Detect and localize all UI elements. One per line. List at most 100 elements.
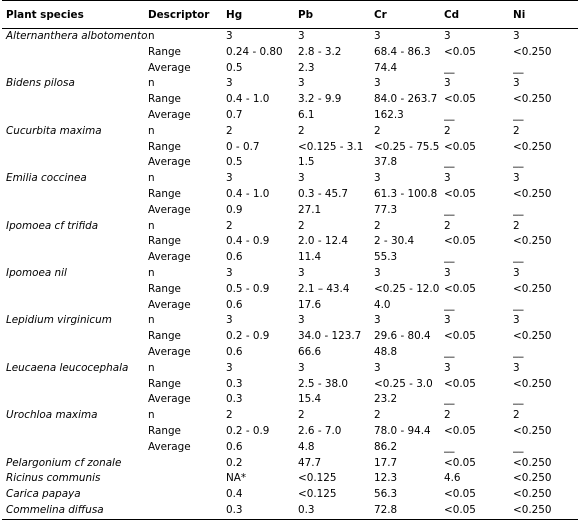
pb-cell: 1.5 — [298, 156, 315, 169]
descriptor-cell: Range — [148, 45, 181, 58]
table-row: Emilia coccinea n 3 3 3 3 3 — [2, 171, 578, 187]
cd-cell: 2 — [444, 124, 451, 137]
descriptor-cell: Range — [148, 330, 181, 343]
pb-cell: 2 — [298, 124, 305, 137]
cd-cell: <0.05 — [444, 140, 476, 153]
hg-cell: 0 - 0.7 — [226, 140, 260, 153]
cr-cell: 3 — [374, 314, 381, 327]
table-row: Alternanthera albotomentosa n 3 3 3 3 3 — [2, 29, 578, 45]
species-cell — [2, 187, 148, 203]
hg-cell: 0.24 - 0.80 — [226, 45, 283, 58]
table-row: Cucurbita maxima n 2 2 2 2 2 — [2, 124, 578, 140]
header-descriptor: Descriptor — [148, 0, 226, 29]
descriptor-cell: Range — [148, 377, 181, 390]
species-cell — [2, 234, 148, 250]
cr-cell: 4.0 — [374, 298, 391, 311]
hg-cell: 0.3 — [226, 503, 243, 516]
hg-cell: 3 — [226, 77, 233, 90]
species-cell: Lepidium virginicum — [6, 314, 112, 327]
ni-cell: <0.250 — [513, 187, 552, 200]
ni-cell: <0.250 — [513, 140, 552, 153]
hg-cell: 3 — [226, 314, 233, 327]
table-row: Average 0.7 6.1 162.3 __ __ — [2, 108, 578, 124]
table-row: Average 0.6 17.6 4.0 __ __ — [2, 298, 578, 314]
cd-cell: __ — [444, 61, 455, 74]
cr-cell: 3 — [374, 172, 381, 185]
hg-cell: 0.6 — [226, 251, 243, 264]
cr-cell: <0.25 - 3.0 — [374, 377, 433, 390]
header-cd: Cd — [444, 0, 513, 29]
cr-cell: 74.4 — [374, 61, 398, 74]
species-cell — [2, 140, 148, 156]
ni-cell: <0.250 — [513, 377, 552, 390]
descriptor-cell — [148, 471, 226, 487]
pb-cell: 11.4 — [298, 251, 322, 264]
species-cell — [2, 61, 148, 77]
descriptor-cell: Range — [148, 424, 181, 437]
pb-cell: 3 — [298, 77, 305, 90]
hg-cell: 0.3 — [226, 393, 243, 406]
pb-cell: 2.1 – 43.4 — [298, 282, 350, 295]
header-plant-species: Plant species — [2, 0, 148, 29]
cd-cell: __ — [444, 440, 455, 453]
header-cr: Cr — [374, 0, 444, 29]
cr-cell: 3 — [374, 30, 381, 42]
cr-cell: 3 — [374, 77, 381, 90]
species-cell — [2, 392, 148, 408]
cd-cell: <0.05 — [444, 503, 476, 516]
ni-cell: __ — [513, 203, 524, 216]
cd-cell: 2 — [444, 409, 451, 422]
species-cell: Alternanthera albotomentosa — [6, 30, 148, 42]
cd-cell: 2 — [444, 219, 451, 232]
hg-cell: 2 — [226, 124, 233, 137]
species-cell — [2, 108, 148, 124]
cd-cell: <0.05 — [444, 93, 476, 106]
pb-cell: 2.0 - 12.4 — [298, 235, 349, 248]
ni-cell: 2 — [513, 219, 520, 232]
table-row: Leucaena leucocephala n 3 3 3 3 3 — [2, 361, 578, 377]
hg-cell: 0.4 - 1.0 — [226, 187, 270, 200]
species-cell — [2, 282, 148, 298]
descriptor-cell: Average — [148, 251, 191, 264]
cd-cell: <0.05 — [444, 330, 476, 343]
table-body: Alternanthera albotomentosa n 3 3 3 3 3 Range 0.… — [2, 29, 578, 520]
cd-cell: __ — [444, 251, 455, 264]
ni-cell: <0.250 — [513, 488, 552, 501]
table-row: Commelina diffusa 0.3 0.3 72.8 <0.05 <0.250 — [2, 503, 578, 519]
descriptor-cell: n — [148, 219, 155, 232]
cd-cell: __ — [444, 345, 455, 358]
ni-cell: <0.250 — [513, 282, 552, 295]
ni-cell: __ — [513, 108, 524, 121]
cr-cell: 2 — [374, 219, 381, 232]
hg-cell: 0.2 - 0.9 — [226, 424, 270, 437]
cr-cell: 61.3 - 100.8 — [374, 187, 438, 200]
species-cell — [2, 92, 148, 108]
hg-cell: 2 — [226, 409, 233, 422]
descriptor-cell: Range — [148, 140, 181, 153]
cr-cell: 72.8 — [374, 503, 398, 516]
header-ni: Ni — [513, 0, 578, 29]
pb-cell: <0.125 — [298, 488, 337, 501]
pb-cell: 27.1 — [298, 203, 322, 216]
hg-cell: 0.4 — [226, 488, 243, 501]
ni-cell: <0.250 — [513, 472, 552, 485]
ni-cell: <0.250 — [513, 503, 552, 516]
table-row: Average 0.9 27.1 77.3 __ __ — [2, 203, 578, 219]
cd-cell: __ — [444, 393, 455, 406]
pb-cell: 2.3 — [298, 61, 315, 74]
ni-cell: <0.250 — [513, 330, 552, 343]
table-row: Range 0.2 - 0.9 2.6 - 7.0 78.0 - 94.4 <0.05 <… — [2, 424, 578, 440]
cd-cell: __ — [444, 298, 455, 311]
cr-cell: 162.3 — [374, 108, 404, 121]
descriptor-cell: Average — [148, 203, 191, 216]
hg-cell: 0.4 - 1.0 — [226, 93, 270, 106]
pb-cell: 3 — [298, 266, 305, 279]
ni-cell: 2 — [513, 124, 520, 137]
ni-cell: __ — [513, 345, 524, 358]
ni-cell: 3 — [513, 314, 520, 327]
hg-cell: 0.6 — [226, 440, 243, 453]
ni-cell: <0.250 — [513, 93, 552, 106]
cr-cell: 78.0 - 94.4 — [374, 424, 431, 437]
hg-cell: 0.4 - 0.9 — [226, 235, 270, 248]
descriptor-cell — [148, 487, 226, 503]
